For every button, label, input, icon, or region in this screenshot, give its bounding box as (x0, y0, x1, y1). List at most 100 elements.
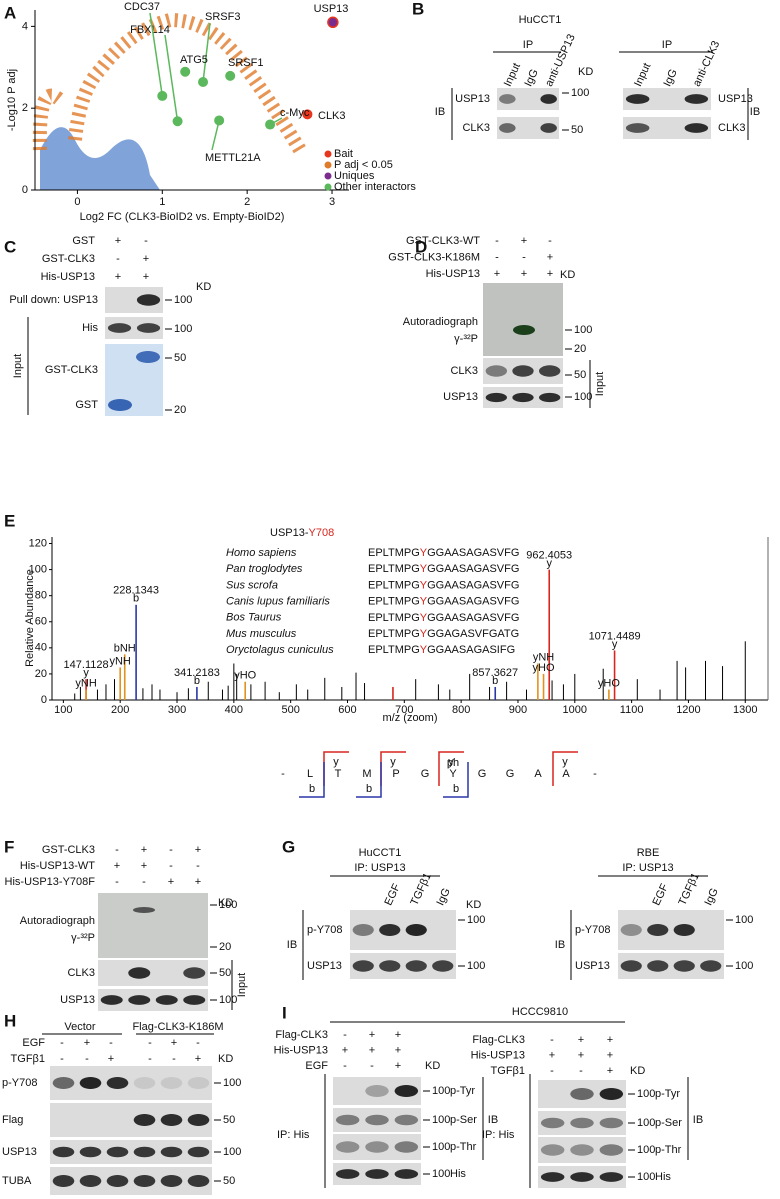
panel-letter: E (4, 511, 15, 530)
row-label: Autoradiograph (403, 316, 478, 328)
marker-label: 50 (174, 352, 186, 364)
x-tick-label: 1 (159, 196, 165, 208)
point-label: CLK3 (318, 110, 346, 122)
marker-label: 100 (432, 1085, 450, 1097)
blot-band (394, 1085, 419, 1097)
x-tick-label: 800 (452, 704, 470, 716)
residue: P (392, 768, 399, 780)
point-label: c-Myc (280, 107, 310, 119)
blot-band (187, 1146, 210, 1158)
point (198, 77, 209, 87)
panel-letter: H (4, 1011, 16, 1030)
point (214, 115, 225, 126)
row-label: USP13 (443, 391, 478, 403)
sequence: EPLTMPGYGGAASAGASIFG (368, 644, 515, 656)
condition-sign: + (521, 268, 527, 280)
x-tick-label: 200 (111, 704, 129, 716)
peak-label: bNH (114, 642, 136, 654)
blot-band (335, 1114, 360, 1126)
condition-sign: - (579, 1065, 583, 1077)
gel-band (108, 399, 132, 411)
condition-sign: - (148, 1037, 152, 1049)
blot-band (599, 1117, 624, 1129)
blot-band (106, 1175, 129, 1187)
blot (497, 88, 559, 110)
ib-label: IB (555, 939, 565, 951)
marker-label: 100 (574, 391, 592, 403)
residue: G (506, 768, 515, 780)
title-site: Y708 (309, 527, 335, 539)
condition-sign: + (195, 876, 201, 888)
x-tick-label: 1300 (733, 704, 757, 716)
row-label: USP13 (718, 93, 753, 105)
blot-band (160, 1146, 183, 1158)
blot-band (160, 1077, 183, 1089)
condition-sign: + (549, 1049, 555, 1061)
marker-label: 100 (432, 1114, 450, 1126)
condition-sign: - (115, 876, 119, 888)
ip-label: IP: USP13 (354, 862, 405, 874)
blot-band (684, 94, 709, 104)
blot-band (394, 1141, 419, 1153)
kd-label: KD (196, 281, 211, 293)
row-label: p-Ser (655, 1117, 682, 1129)
y-ion-bracket (438, 751, 464, 786)
y-axis-title: -Log10 P adj (6, 69, 18, 131)
panel-letter: F (4, 837, 14, 856)
blot-band (540, 1144, 565, 1156)
condition-sign: - (172, 1053, 176, 1065)
marker-label: 100 (467, 960, 485, 972)
point (302, 109, 313, 120)
point (327, 16, 339, 29)
condition-sign: + (168, 876, 174, 888)
blot-band (187, 1114, 210, 1126)
blot-band (183, 995, 206, 1005)
group-label: Flag-CLK3-K186M (132, 1021, 223, 1033)
kd-label: KD (218, 897, 233, 909)
ib-label: IB (287, 939, 297, 951)
blot-band (107, 323, 132, 333)
row-label: p-Y708 (2, 1077, 37, 1089)
blot-band (625, 94, 650, 104)
residue: - (593, 768, 597, 780)
residue: G (421, 768, 430, 780)
residue: M (362, 768, 371, 780)
point-label: SRSF3 (205, 11, 240, 23)
row-label: GST (75, 399, 98, 411)
row-label: p-Y708 (307, 924, 342, 936)
peak-label: yHO (533, 662, 555, 674)
blot-band (700, 960, 722, 972)
condition-label: GST-CLK3 (42, 253, 95, 265)
row-label: p-Tyr (450, 1085, 475, 1097)
row-label: USP13 (2, 1146, 37, 1158)
condition-label: Flag-CLK3 (472, 1034, 525, 1046)
condition-sign: + (369, 1029, 375, 1041)
peak-mass: 341.2183 (174, 667, 220, 679)
y-tick-label: 0 (41, 694, 47, 706)
legend-label: Uniques (334, 170, 375, 182)
blot-band (647, 924, 669, 936)
condition-sign: - (109, 1037, 113, 1049)
b-ion-label: b (366, 783, 372, 795)
legend-label: Other interactors (334, 181, 416, 193)
kd-label: KD (578, 66, 593, 78)
b-ion-bracket (443, 762, 469, 798)
marker-label: 100 (174, 323, 192, 335)
blot-band (160, 1175, 183, 1187)
blot-band (647, 960, 669, 972)
condition-sign: + (578, 1049, 584, 1061)
ip-label: IP: USP13 (622, 862, 673, 874)
species: Sus scrofa (226, 579, 278, 591)
condition-label: Flag-CLK3 (275, 1029, 328, 1041)
row-label: γ-³²P (71, 932, 95, 944)
blot-band (394, 1169, 419, 1179)
blot-band (187, 1175, 210, 1187)
panel-letter: B (412, 0, 424, 18)
blot-band (335, 1169, 360, 1179)
lane-label: IgG (702, 886, 720, 907)
row-label: CLK3 (67, 967, 95, 979)
condition-label: His-USP13-WT (20, 860, 95, 872)
condition-sign: + (195, 844, 201, 856)
marker-label: 100 (571, 87, 589, 99)
